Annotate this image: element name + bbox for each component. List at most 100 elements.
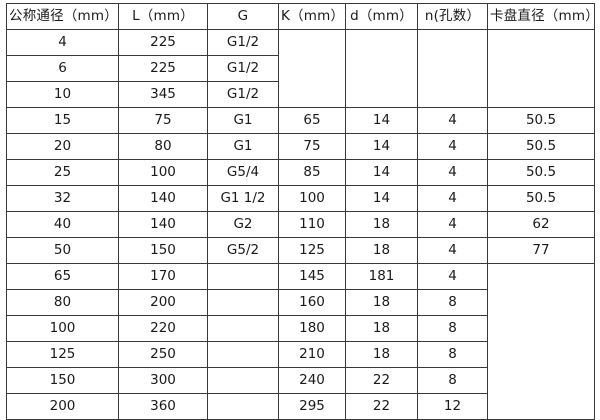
cell-k: 295 [278, 393, 346, 420]
table-row: 25 100 G5/4 85 14 4 50.5 [6, 159, 595, 186]
cell-g: G1 [207, 133, 279, 160]
cell-k: 65 [278, 107, 346, 134]
cell-k: 100 [278, 185, 346, 212]
cell-l: 170 [118, 263, 208, 290]
table-row: 50 150 G5/2 125 18 4 77 [6, 237, 595, 264]
cell-chuckdia: 50.5 [487, 107, 595, 134]
cell-dn: 15 [6, 107, 119, 134]
cell-g: G5/2 [207, 237, 279, 264]
table-row: 65 170 145 181 4 [6, 263, 595, 420]
cell-k: 210 [278, 341, 346, 368]
cell-g: G1/2 [207, 55, 279, 82]
cell-n: 4 [417, 159, 488, 186]
cell-l: 225 [118, 55, 208, 82]
cell-n: 4 [417, 263, 488, 290]
cell-l: 100 [118, 159, 208, 186]
cell-l: 250 [118, 341, 208, 368]
table-body: 4 225 G1/2 6 225 G1/2 10 345 G1/2 15 75 G1 65 14 4 50.5… [6, 29, 595, 420]
cell-d: 22 [345, 367, 418, 394]
column-header-l: L（mm） [118, 3, 208, 30]
table-row: 80 200 160 18 8 [6, 289, 595, 316]
cell-n: 4 [417, 185, 488, 212]
cell-chuckdia: 50.5 [487, 185, 595, 212]
cell-dn: 6 [6, 55, 119, 82]
spec-table: 公称通径（mm） L（mm） G K（mm） d（mm） n(孔数） 卡盘直径（… [6, 3, 595, 420]
cell-l: 300 [118, 367, 208, 394]
cell-dn: 125 [6, 341, 119, 368]
cell-d: 14 [345, 133, 418, 160]
column-header-dn: 公称通径（mm） [6, 3, 119, 30]
cell-chuckdia: 50.5 [487, 133, 595, 160]
cell-g: G1/2 [207, 29, 279, 56]
cell-dn: 40 [6, 211, 119, 238]
cell-dn: 10 [6, 81, 119, 108]
cell-l: 360 [118, 393, 208, 420]
table-row: 20 80 G1 75 14 4 50.5 [6, 133, 595, 160]
table-row: 125 250 210 18 8 [6, 341, 595, 368]
cell-l: 80 [118, 133, 208, 160]
cell-l: 150 [118, 237, 208, 264]
cell-chuckdia: 50.5 [487, 159, 595, 186]
header-row: 公称通径（mm） L（mm） G K（mm） d（mm） n(孔数） 卡盘直径（… [6, 3, 595, 30]
cell-dn: 50 [6, 237, 119, 264]
cell-l: 345 [118, 81, 208, 108]
cell-l: 140 [118, 185, 208, 212]
cell-n: 4 [417, 211, 488, 238]
table-row: 150 300 240 22 8 [6, 367, 595, 394]
cell-chuckdia [487, 263, 595, 420]
cell-g: G5/4 [207, 159, 279, 186]
cell-g: G2 [207, 211, 279, 238]
cell-n: 8 [417, 341, 488, 368]
cell-n [417, 29, 488, 108]
cell-dn: 80 [6, 289, 119, 316]
cell-l: 140 [118, 211, 208, 238]
cell-dn: 150 [6, 367, 119, 394]
cell-n: 4 [417, 133, 488, 160]
table-row: 32 140 G1 1/2 100 14 4 50.5 [6, 185, 595, 212]
cell-k: 110 [278, 211, 346, 238]
cell-d: 14 [345, 159, 418, 186]
cell-g: G1 [207, 107, 279, 134]
cell-g [207, 289, 279, 316]
cell-k: 75 [278, 133, 346, 160]
cell-l: 200 [118, 289, 208, 316]
cell-k [278, 29, 346, 108]
column-header-k: K（mm） [278, 3, 346, 30]
column-header-g: G [207, 3, 279, 30]
cell-dn: 200 [6, 393, 119, 420]
cell-g: G1/2 [207, 81, 279, 108]
cell-k: 240 [278, 367, 346, 394]
table-row: 15 75 G1 65 14 4 50.5 [6, 107, 595, 134]
cell-d: 18 [345, 315, 418, 342]
cell-d: 18 [345, 289, 418, 316]
cell-k: 125 [278, 237, 346, 264]
cell-d: 22 [345, 393, 418, 420]
cell-dn: 25 [6, 159, 119, 186]
cell-d: 18 [345, 211, 418, 238]
cell-k: 145 [278, 263, 346, 290]
cell-l: 75 [118, 107, 208, 134]
table-row: 6 225 G1/2 [6, 55, 595, 82]
cell-d: 14 [345, 107, 418, 134]
spec-table-container: 公称通径（mm） L（mm） G K（mm） d（mm） n(孔数） 卡盘直径（… [6, 3, 595, 420]
cell-g [207, 367, 279, 394]
cell-d: 181 [345, 263, 418, 290]
cell-n: 4 [417, 237, 488, 264]
table-row: 4 225 G1/2 [6, 29, 595, 108]
cell-dn: 20 [6, 133, 119, 160]
cell-dn: 32 [6, 185, 119, 212]
cell-n: 8 [417, 367, 488, 394]
cell-n: 8 [417, 289, 488, 316]
cell-l: 220 [118, 315, 208, 342]
cell-g [207, 341, 279, 368]
cell-g: G1 1/2 [207, 185, 279, 212]
cell-g [207, 315, 279, 342]
cell-l: 225 [118, 29, 208, 56]
cell-g [207, 263, 279, 290]
column-header-chuckdia: 卡盘直径（mm） [487, 3, 595, 30]
cell-chuckdia: 62 [487, 211, 595, 238]
cell-n: 12 [417, 393, 488, 420]
table-header: 公称通径（mm） L（mm） G K（mm） d（mm） n(孔数） 卡盘直径（… [6, 3, 595, 30]
table-row: 40 140 G2 110 18 4 62 [6, 211, 595, 238]
cell-k: 180 [278, 315, 346, 342]
